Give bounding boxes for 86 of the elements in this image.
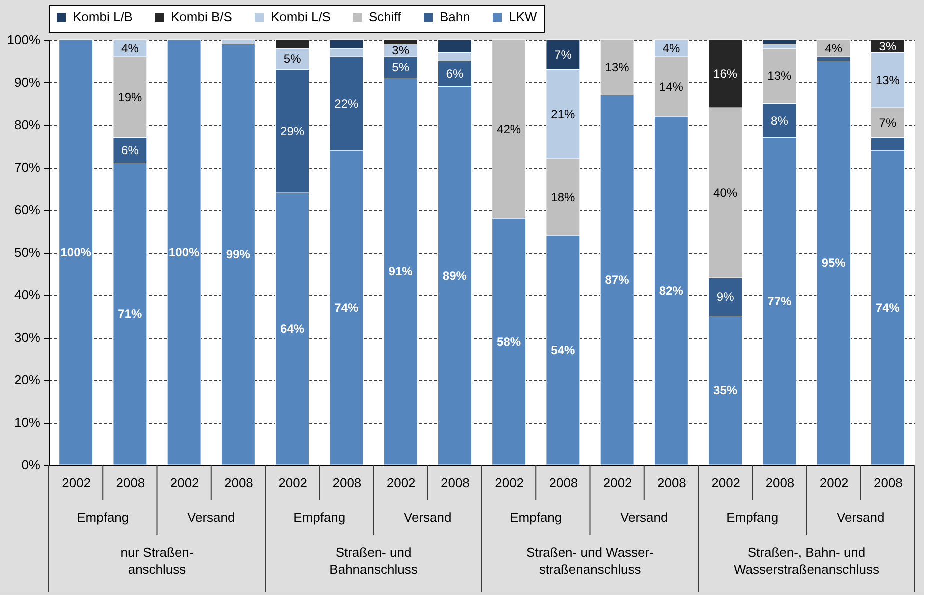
data-label: 4%	[122, 42, 140, 56]
data-label: 21%	[551, 107, 576, 122]
data-label: 13%	[768, 69, 792, 84]
y-tick-label: 90%	[14, 75, 41, 90]
text: Empfang	[726, 510, 779, 525]
x-tick-label: 2008	[116, 476, 146, 490]
y-tick-label: 30%	[14, 330, 41, 345]
text: Empfang	[294, 510, 346, 525]
legend-label: LKW	[509, 10, 538, 25]
data-label: 6%	[122, 144, 140, 158]
y-tick-label: 0%	[22, 458, 41, 472]
y-tick-label: 60%	[14, 202, 41, 218]
y-tick-label: 70%	[14, 160, 41, 175]
x-tick-label: 2002	[170, 476, 200, 490]
x-tick-label: 2002	[712, 476, 741, 490]
y-tick-label: 10%	[14, 415, 41, 430]
text: Straßen- und Wasser- straßenanschluss	[526, 545, 654, 577]
data-label: 13%	[876, 73, 900, 88]
data-label: 3%	[879, 39, 897, 54]
data-label: 87%	[605, 273, 630, 288]
text: Empfang	[77, 510, 130, 525]
data-label: 95%	[822, 256, 846, 270]
data-label: 89%	[442, 268, 468, 283]
legend-label: Kombi L/S	[271, 10, 332, 25]
data-label: 42%	[497, 122, 522, 136]
data-label: 29%	[280, 124, 305, 138]
data-label: 3%	[392, 44, 410, 58]
x-tick-label: 2008	[440, 476, 470, 490]
y-tick-label: 80%	[14, 118, 41, 132]
data-label: 4%	[662, 42, 680, 56]
data-label: 7%	[879, 116, 897, 130]
y-tick-label: 40%	[14, 288, 41, 302]
legend-label: Kombi B/S	[171, 10, 233, 25]
data-label: 13%	[605, 60, 630, 75]
x-tick-label: 2002	[278, 476, 308, 490]
data-label: 8%	[771, 114, 789, 128]
x-tick-label: 2008	[332, 476, 362, 490]
x-tick-label: 2008	[766, 476, 795, 490]
data-label: 91%	[388, 264, 414, 279]
data-label: 54%	[551, 343, 576, 358]
data-label: 99%	[226, 248, 251, 262]
legend-label: Schiff	[369, 10, 402, 25]
text: Versand	[837, 510, 885, 525]
data-label: 64%	[280, 322, 305, 336]
data-label: 100%	[60, 246, 92, 260]
data-label: 77%	[768, 294, 792, 308]
data-label: 40%	[714, 186, 738, 200]
x-tick-label: 2002	[62, 476, 92, 490]
text: Straßen-, Bahn- und Wasserstraßenanschluss	[734, 545, 880, 577]
x-tick-label: 2002	[495, 476, 524, 490]
data-label: 19%	[118, 90, 143, 104]
y-tick-label: 20%	[14, 372, 41, 388]
data-label: 5%	[284, 52, 302, 66]
text: Empfang	[510, 510, 562, 525]
data-label: 100%	[168, 246, 200, 260]
data-label: 22%	[334, 96, 360, 111]
y-tick-label: 50%	[14, 245, 41, 260]
text: nur Straßen- anschluss	[120, 545, 194, 577]
x-tick-label: 2008	[657, 476, 686, 490]
legend-label: Bahn	[440, 10, 470, 25]
y-tick-label: 100%	[7, 32, 41, 48]
data-label: 71%	[118, 307, 143, 322]
x-tick-label: 2008	[549, 476, 578, 490]
data-label: 4%	[825, 42, 843, 56]
data-label: 9%	[716, 290, 735, 304]
data-label: 18%	[551, 190, 576, 204]
x-tick-label: 2008	[224, 476, 254, 490]
text: Versand	[620, 510, 668, 525]
data-label: 35%	[714, 384, 738, 398]
data-label: 5%	[392, 60, 410, 75]
x-tick-label: 2002	[386, 476, 416, 490]
data-label: 14%	[659, 80, 684, 94]
data-label: 74%	[876, 300, 900, 315]
legend-label: Kombi L/B	[73, 10, 133, 25]
text: Versand	[404, 510, 452, 525]
data-label: 74%	[334, 300, 360, 315]
x-tick-label: 2002	[820, 476, 849, 490]
x-tick-label: 2002	[603, 476, 632, 490]
x-tick-label: 2008	[874, 476, 903, 490]
text: Versand	[188, 510, 236, 525]
data-label: 7%	[554, 48, 572, 62]
data-label: 16%	[714, 67, 738, 81]
data-label: 6%	[446, 67, 464, 81]
text: Straßen- und Bahnanschluss	[330, 545, 418, 577]
data-label: 58%	[497, 334, 522, 349]
data-label: 82%	[659, 284, 684, 298]
